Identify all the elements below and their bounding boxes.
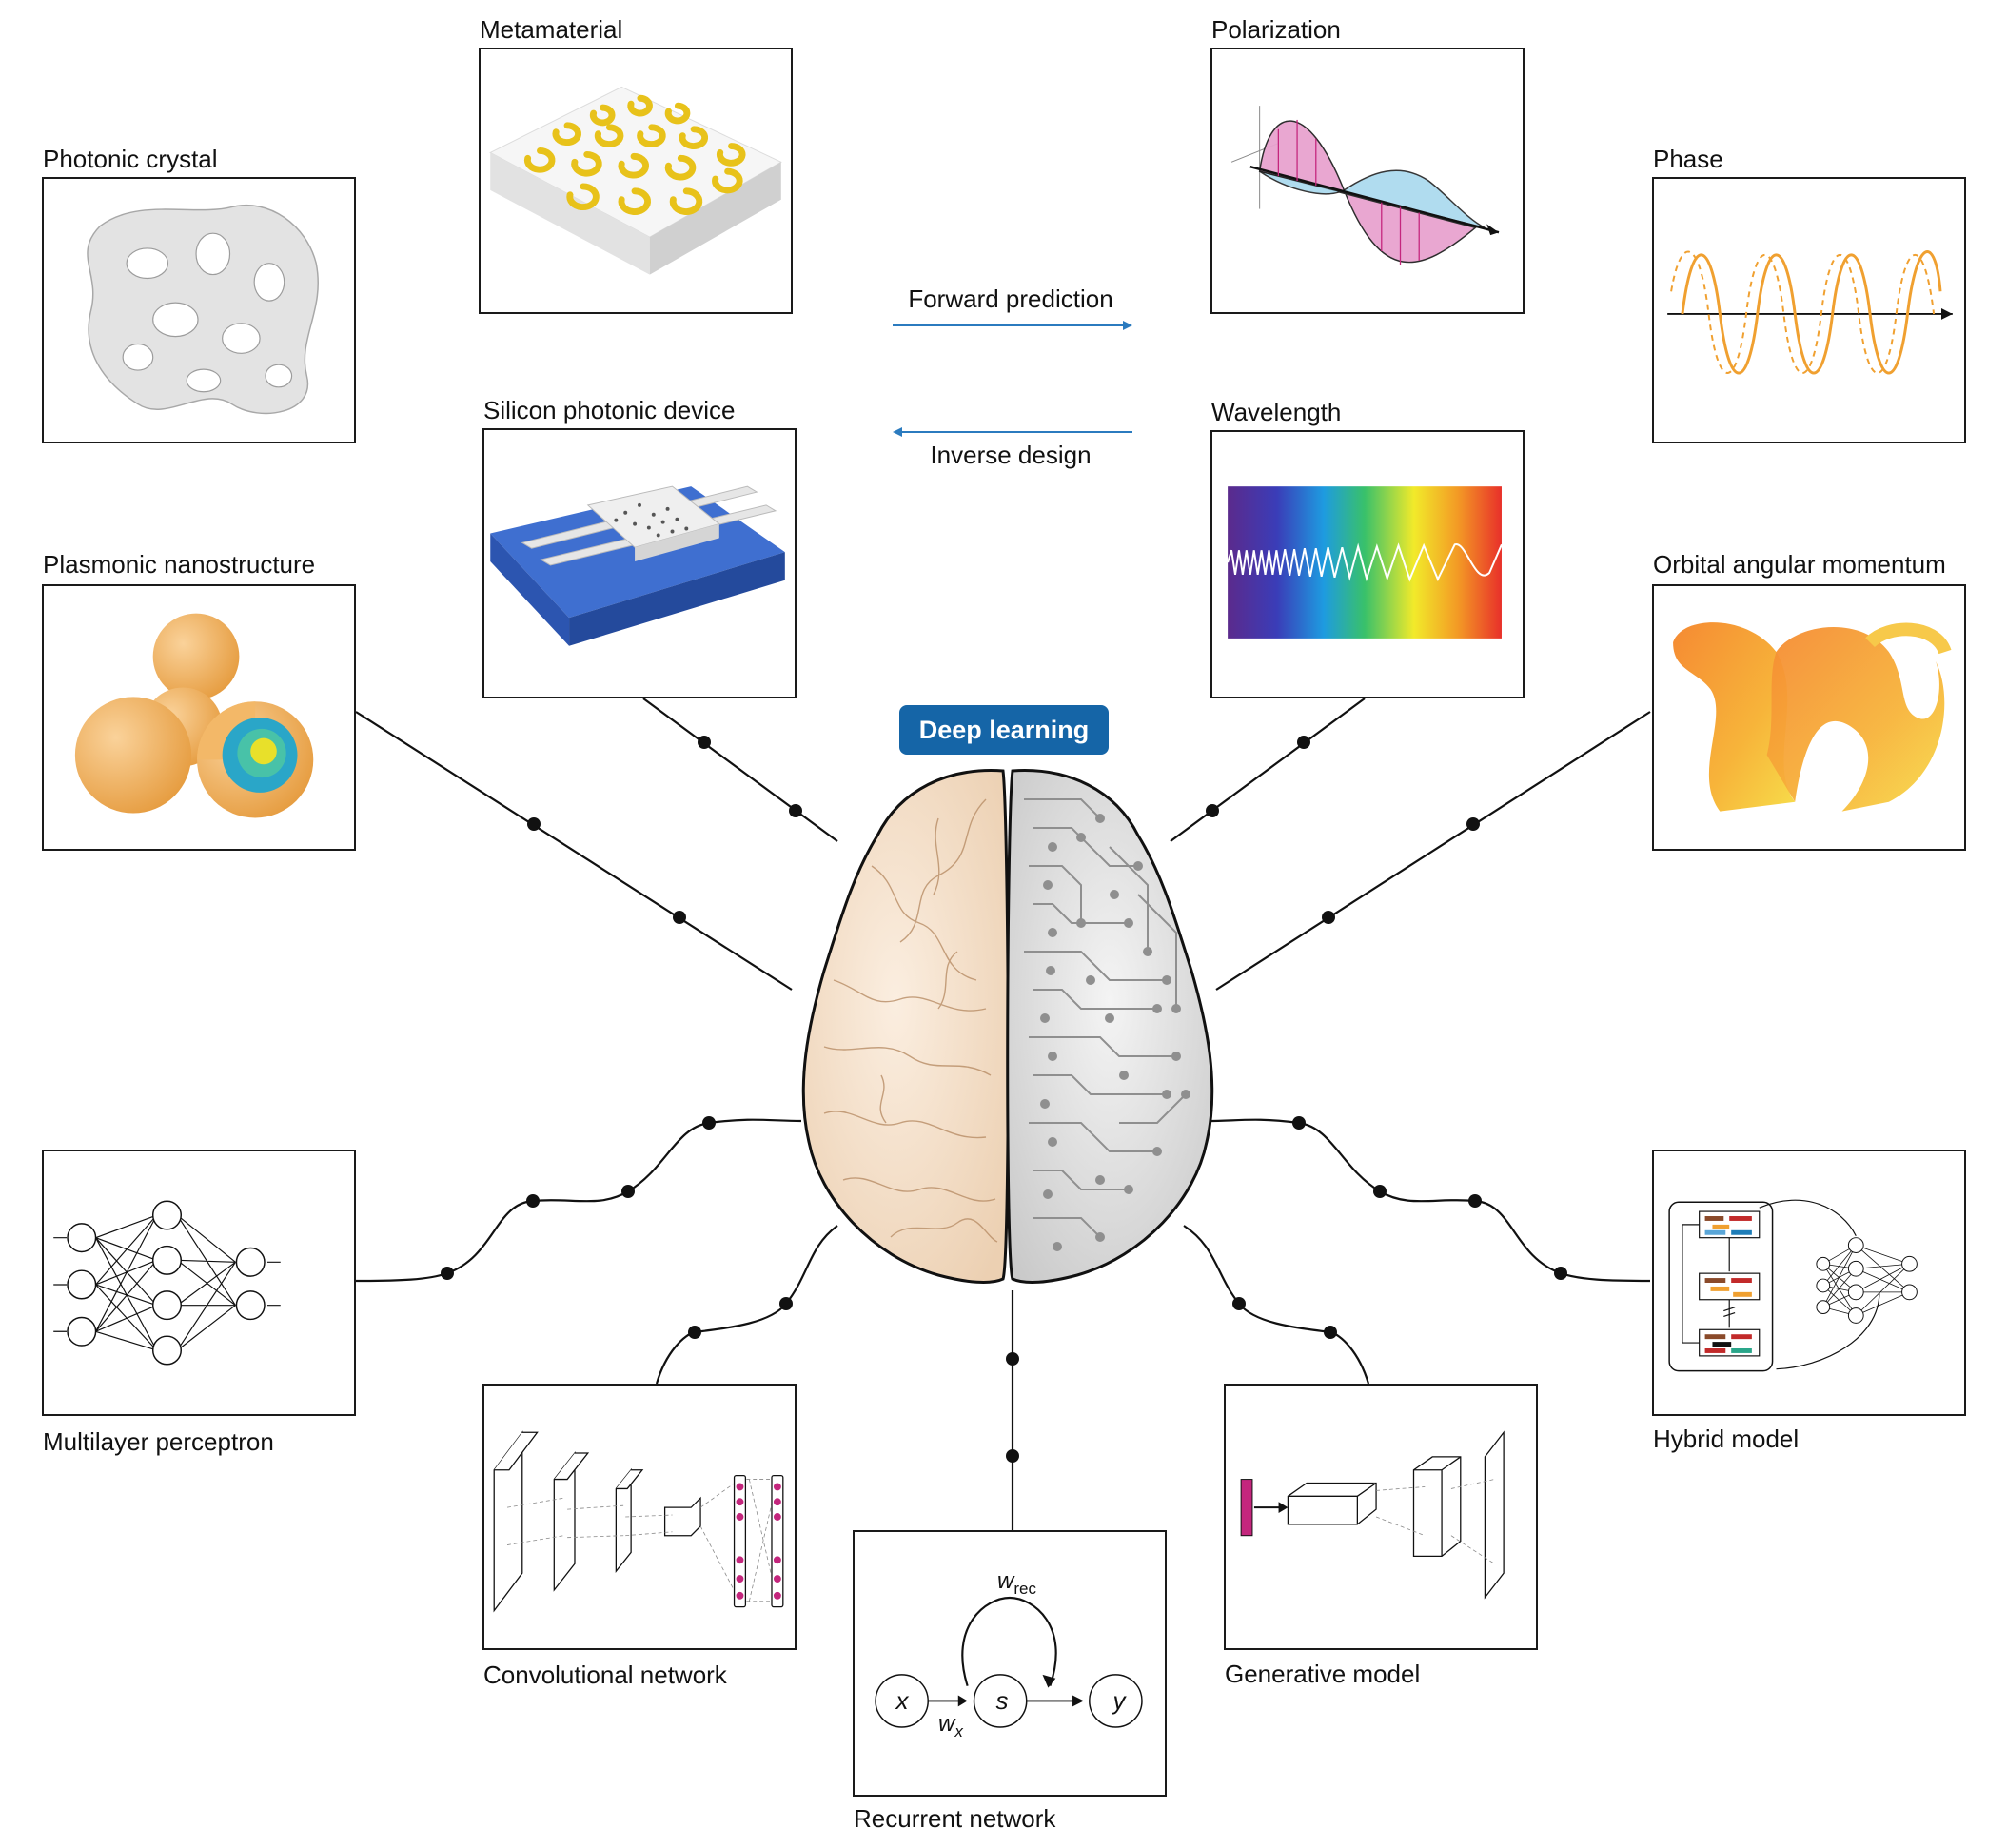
phase-image xyxy=(1667,250,1953,375)
rnn-image xyxy=(875,1596,1143,1728)
wavelength-title: Wavelength xyxy=(1211,398,1342,426)
wire-node xyxy=(1292,1116,1306,1130)
wire-node xyxy=(1466,817,1480,831)
wire-plasmonic xyxy=(355,711,793,991)
brain-illustration xyxy=(801,769,1214,1284)
wire-generative xyxy=(1183,1225,1370,1385)
wire-node xyxy=(698,736,711,749)
polarization-title: Polarization xyxy=(1211,15,1341,44)
wire-node xyxy=(441,1267,454,1280)
wire-node xyxy=(1006,1352,1019,1366)
phase-panel xyxy=(1652,177,1966,443)
inverse-design-label: Inverse design xyxy=(930,441,1092,469)
rnn-weight-x: wx xyxy=(938,1711,963,1741)
wire-silicon xyxy=(642,698,838,842)
rnn-weight-rec: wrec xyxy=(997,1568,1036,1599)
wire-node xyxy=(1373,1185,1387,1198)
metamaterial-title: Metamaterial xyxy=(480,15,623,44)
generative-title: Generative model xyxy=(1225,1660,1421,1688)
cnn-panel xyxy=(482,1384,797,1650)
metamaterial-image xyxy=(489,86,782,275)
wire-node xyxy=(789,804,802,817)
rnn-weight-rec-sub: rec xyxy=(1013,1579,1036,1598)
wavelength-image xyxy=(1227,486,1503,639)
plasmonic-panel xyxy=(42,584,356,851)
forward-arrow xyxy=(893,321,1132,330)
rnn-panel: x s y wrec wx xyxy=(853,1530,1167,1797)
photonic-crystal-title: Photonic crystal xyxy=(43,145,218,173)
rnn-weight-x-sub: x xyxy=(954,1721,963,1740)
rnn-node-y: y xyxy=(1112,1686,1126,1715)
wire-node xyxy=(779,1297,793,1310)
plasmonic-image xyxy=(74,613,314,818)
wire-cnn xyxy=(655,1225,838,1385)
oam-panel xyxy=(1652,584,1966,851)
wire-node xyxy=(1554,1267,1567,1280)
generative-image xyxy=(1240,1430,1505,1600)
silicon-photonic-title: Silicon photonic device xyxy=(483,396,736,424)
forward-prediction-label: Forward prediction xyxy=(908,285,1113,313)
wire-node xyxy=(1324,1326,1337,1339)
mlp-panel xyxy=(42,1150,356,1416)
wire-node xyxy=(527,817,541,831)
wire-mlp xyxy=(355,1118,802,1283)
silicon-photonic-image xyxy=(490,485,785,646)
wire-node xyxy=(1468,1194,1482,1208)
mlp-image xyxy=(53,1200,281,1366)
mlp-title: Multilayer perceptron xyxy=(43,1427,274,1456)
deep-learning-badge: Deep learning xyxy=(899,705,1109,755)
brain-left-hemisphere xyxy=(801,769,1010,1284)
silicon-photonic-panel xyxy=(482,428,797,698)
wavelength-panel xyxy=(1210,430,1525,698)
rnn-weight-rec-main: w xyxy=(997,1568,1014,1594)
wire-node xyxy=(1206,804,1219,817)
rnn-node-x: x xyxy=(895,1686,909,1715)
wire-node xyxy=(1297,736,1310,749)
wire-node xyxy=(1006,1449,1019,1463)
wire-oam xyxy=(1215,711,1651,991)
oam-title: Orbital angular momentum xyxy=(1653,550,1946,579)
wire-node xyxy=(688,1326,701,1339)
rnn-title: Recurrent network xyxy=(854,1804,1056,1833)
wire-wavelength xyxy=(1170,698,1366,842)
hybrid-image xyxy=(1668,1199,1918,1372)
generative-panel xyxy=(1224,1384,1538,1650)
wire-hybrid xyxy=(1208,1118,1651,1283)
oam-image xyxy=(1673,622,1952,812)
rnn-node-s: s xyxy=(995,1686,1009,1715)
hybrid-title: Hybrid model xyxy=(1653,1425,1800,1453)
wire-node xyxy=(1232,1297,1246,1310)
inverse-arrow xyxy=(893,427,1132,437)
wire-node xyxy=(702,1116,716,1130)
phase-title: Phase xyxy=(1653,145,1723,173)
wire-node xyxy=(673,911,686,924)
rnn-weight-x-main: w xyxy=(938,1711,955,1737)
wire-node xyxy=(621,1185,635,1198)
wire-node xyxy=(526,1194,540,1208)
polarization-image xyxy=(1230,106,1500,265)
plasmonic-title: Plasmonic nanostructure xyxy=(43,550,316,579)
cnn-title: Convolutional network xyxy=(483,1661,727,1689)
hybrid-panel xyxy=(1652,1150,1966,1416)
photonic-crystal-image xyxy=(87,205,319,415)
polarization-panel xyxy=(1210,48,1525,314)
cnn-image xyxy=(493,1430,784,1613)
photonic-crystal-panel xyxy=(42,177,356,443)
wire-node xyxy=(1322,911,1335,924)
metamaterial-panel xyxy=(479,48,793,314)
